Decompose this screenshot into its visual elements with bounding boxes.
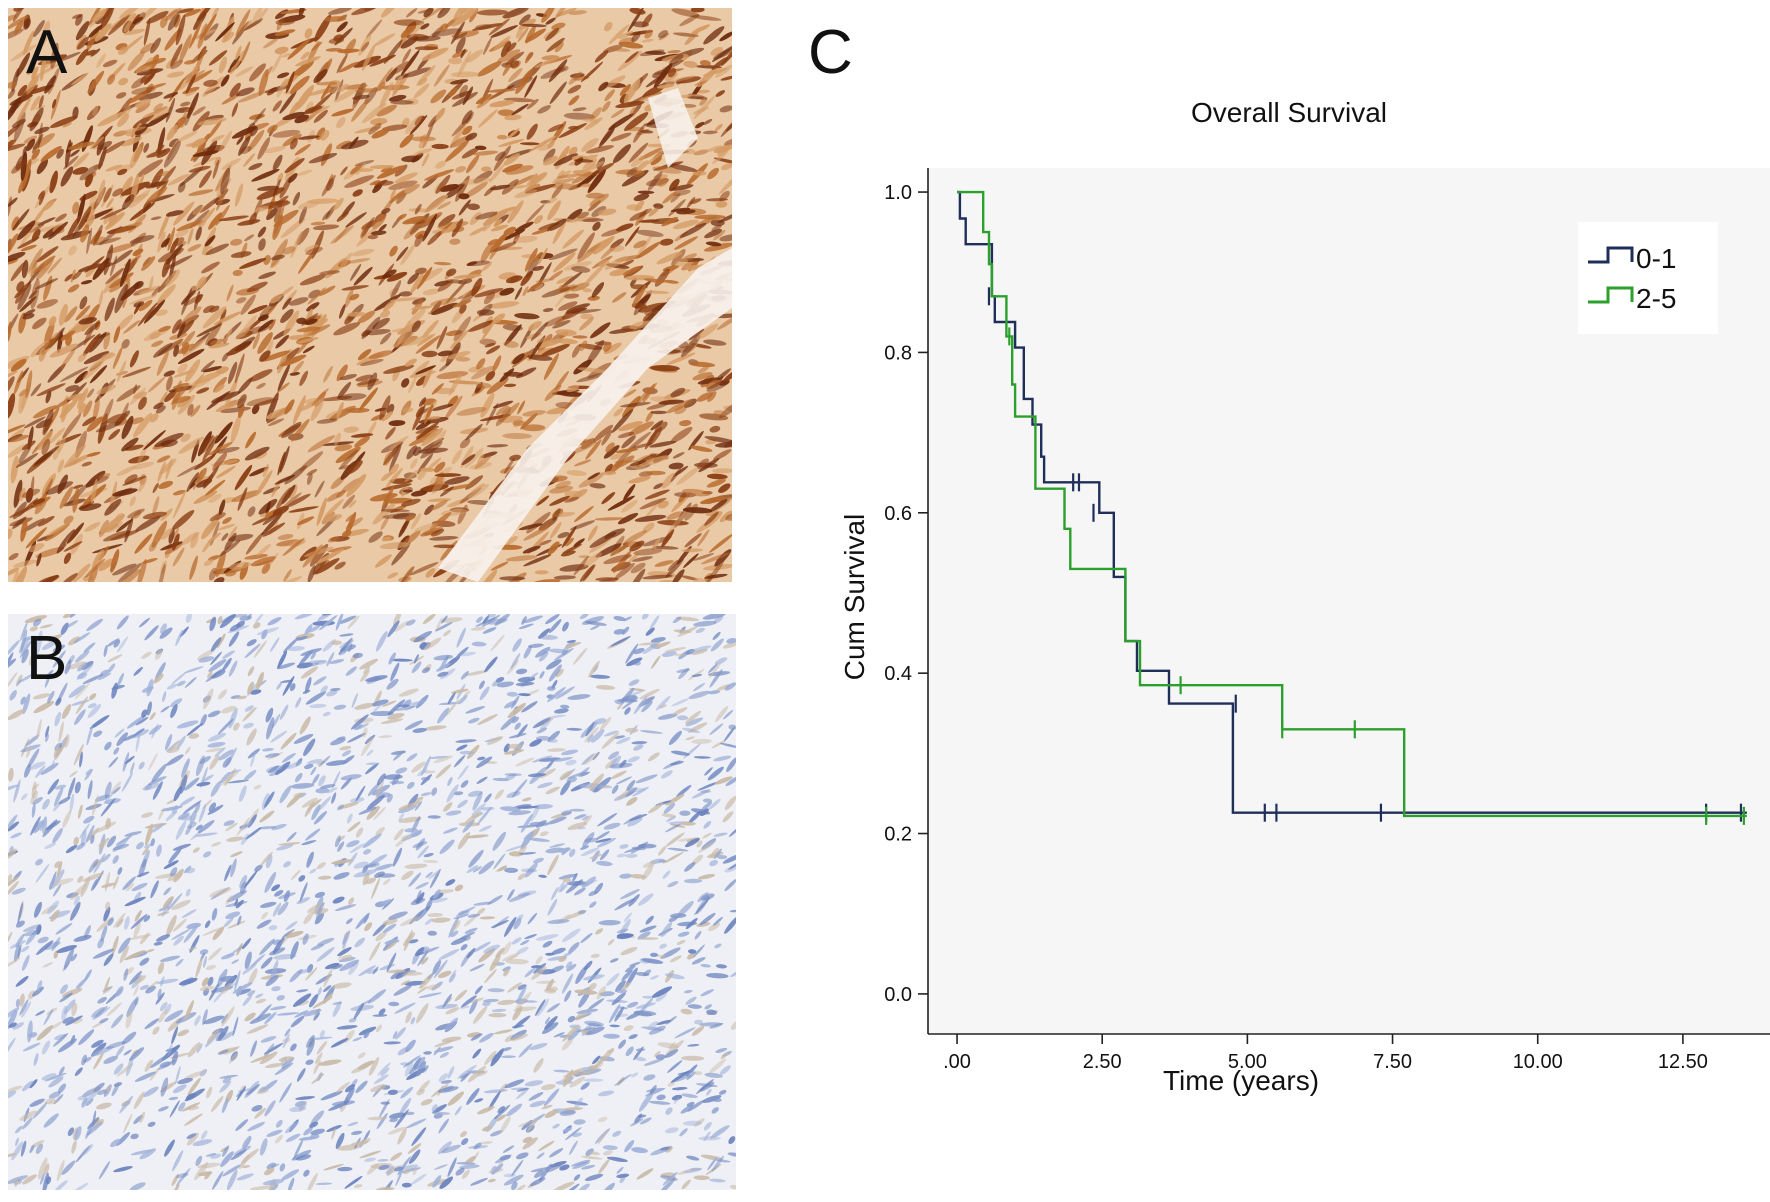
x-tick-label: 7.50 [1373,1051,1412,1073]
x-tick-label: .00 [943,1051,971,1073]
y-tick-label: 0.6 [884,503,912,525]
strong-stain-micrograph [8,8,732,582]
strong-stain-texture [8,8,732,582]
x-tick-label: 5.00 [1228,1051,1267,1073]
series-group [957,190,1747,825]
survival-chart: Overall Survival 0.0 0.2 0.4 0.6 0.8 1.0 .00 2… [839,97,1770,1096]
tissue-cells [8,8,732,582]
panel-b-label: B [26,624,68,693]
chart-title: Overall Survival [1191,97,1387,128]
x-axis-label: Time (years) [1163,1065,1319,1096]
y-tick-label: 0.2 [884,824,912,846]
series-2-5 [957,190,1747,825]
vessel-lumen [648,88,698,168]
legend-label: 0-1 [1636,243,1676,274]
survival-curve-0-1 [957,190,1747,814]
y-tick-label: 0.8 [884,342,912,364]
y-tick-label: 1.0 [884,182,912,204]
y-tick-label: 0.4 [884,663,912,685]
legend-box [1578,222,1718,334]
legend-swatch [1588,246,1634,264]
weak-stain-micrograph [8,614,736,1190]
legend: 0-12-5 [1578,222,1718,334]
x-tick-label: 12.50 [1658,1051,1708,1073]
legend-label: 2-5 [1636,283,1676,314]
y-axis-label: Cum Survival [839,514,870,680]
weak-stain-texture [8,614,736,1190]
tissue-cells [8,614,736,1190]
panel-a-label: A [26,18,68,87]
y-ticks: 0.0 0.2 0.4 0.6 0.8 1.0 [884,182,928,1006]
tissue-background [8,614,736,1190]
vessel-lumen [438,248,732,582]
legend-item: 0-1 [1588,243,1676,274]
panel-c-label: C [808,18,853,87]
legend-swatch [1588,286,1634,304]
survival-curve-2-5 [957,190,1747,818]
x-tick-label: 10.00 [1513,1051,1563,1073]
legend-item: 2-5 [1588,283,1676,314]
x-tick-label: 2.50 [1083,1051,1122,1073]
x-ticks: .00 2.50 5.00 7.50 10.00 12.50 [943,1034,1708,1073]
y-tick-label: 0.0 [884,984,912,1006]
